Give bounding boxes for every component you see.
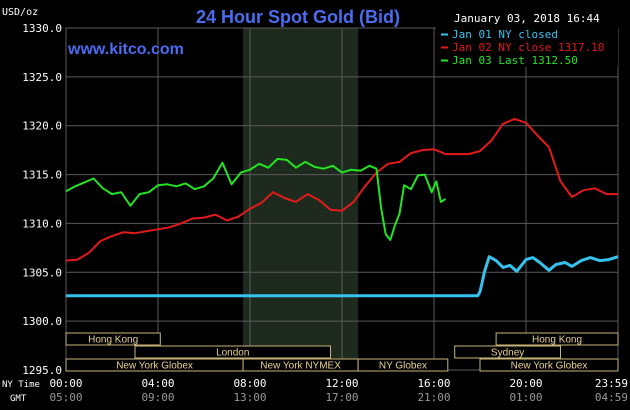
- price-series: [65, 117, 619, 298]
- y-tick-label: 1315.0: [22, 169, 62, 182]
- y-tick-label: 1320.0: [22, 120, 62, 133]
- x-tick-label-ny: 20:00: [509, 377, 542, 390]
- x-tick-label-ny: 08:00: [233, 377, 266, 390]
- y-tick-label: 1300.0: [22, 315, 62, 328]
- watermark-url: www.kitco.com: [67, 41, 184, 58]
- x-tick-label-ny: 12:00: [325, 377, 358, 390]
- legend-entry: Jan 02 NY close 1317.10: [452, 41, 604, 54]
- x-tick-label-ny: 00:00: [49, 377, 82, 390]
- session-label: New York Globex: [511, 361, 588, 372]
- market-session-bars: Hong Kong London New York Globex New York N…: [65, 332, 619, 372]
- session-label: Hong Kong: [88, 335, 138, 346]
- session-label: Sydney: [491, 348, 524, 359]
- legend-entry: Jan 01 NY closed: [452, 28, 558, 41]
- y-axis-label: USD/oz: [2, 7, 38, 18]
- x-tick-label-gmt: 13:00: [233, 391, 266, 404]
- y-tick-label: 1305.0: [22, 266, 62, 279]
- x-tick-label-gmt: 04:59: [595, 391, 628, 404]
- session-bar: [495, 332, 619, 346]
- x-tick-label-gmt: 17:00: [325, 391, 358, 404]
- x-axis-name-ny-time: NY Time: [2, 380, 40, 390]
- x-tick-label-gmt: 09:00: [141, 391, 174, 404]
- x-tick-label-ny: 23:59: [595, 377, 628, 390]
- x-tick-label-ny: 04:00: [141, 377, 174, 390]
- chart-timestamp: January 03, 2018 16:44: [454, 12, 600, 25]
- x-tick-label-gmt: 01:00: [509, 391, 542, 404]
- session-bar: [65, 332, 161, 346]
- x-tick-label-ny: 16:00: [417, 377, 450, 390]
- session-label: New York NYMEX: [260, 361, 341, 372]
- y-tick-label: 1330.0: [22, 22, 62, 35]
- legend-box: [436, 27, 618, 67]
- session-label: London: [216, 348, 249, 359]
- y-tick-label: 1325.0: [22, 71, 62, 84]
- x-axis-name-gmt: GMT: [10, 394, 27, 404]
- x-tick-label-gmt: 05:00: [49, 391, 82, 404]
- chart-title: 24 Hour Spot Gold (Bid): [196, 7, 400, 27]
- session-label: New York Globex: [116, 361, 193, 372]
- session-bar: [454, 345, 562, 359]
- x-tick-label-gmt: 21:00: [417, 391, 450, 404]
- y-axis-tick-labels: 1330.0 1325.0 1320.0 1315.0 1310.0 1305.0 1300…: [22, 22, 62, 377]
- series-line-3: [65, 157, 447, 241]
- legend-entry: Jan 03 Last 1312.50: [452, 54, 578, 67]
- y-tick-label: 1295.0: [22, 364, 62, 377]
- session-label: Hong Kong: [532, 335, 582, 346]
- series-line-1: [66, 255, 619, 298]
- y-tick-label: 1310.0: [22, 217, 62, 230]
- session-bar: [357, 358, 449, 372]
- session-bar: [479, 358, 619, 372]
- session-label: NY Globex: [379, 361, 427, 372]
- series-line-2: [65, 117, 618, 262]
- session-bar: [134, 345, 331, 359]
